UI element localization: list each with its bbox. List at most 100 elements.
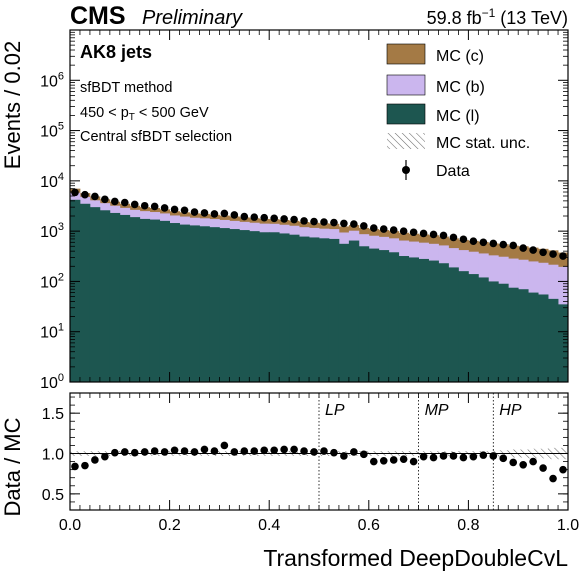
method-label: sfBDT method xyxy=(80,80,172,96)
ratio-panel-content: LP MP HP xyxy=(70,393,569,510)
legend-label: MC stat. unc. xyxy=(436,135,530,152)
data-point xyxy=(509,241,518,250)
legend-swatch-mc_l xyxy=(386,103,426,125)
xtick-label: 0.2 xyxy=(158,517,180,534)
data-point xyxy=(499,240,508,249)
mc-l-bin xyxy=(119,214,131,382)
mc-l-bin xyxy=(378,250,390,382)
data-point xyxy=(529,246,537,254)
mc-l-bin xyxy=(199,226,210,382)
xtick-label: 0.0 xyxy=(59,517,81,534)
ratio-point xyxy=(539,464,547,472)
legend-swatch-mc_b xyxy=(386,74,426,96)
ratio-point xyxy=(81,461,89,470)
ratio-point xyxy=(379,456,388,465)
data-point xyxy=(101,195,109,204)
mc-l-bin xyxy=(259,232,270,382)
lumi-label: 59.8 fb−1 (13 TeV) xyxy=(427,6,568,28)
data-point xyxy=(220,209,229,218)
xlabel: Transformed DeepDoubleCvL xyxy=(263,545,568,571)
ytick-label: 103 xyxy=(40,221,64,241)
ratio-point xyxy=(479,451,488,459)
data-point xyxy=(300,217,308,225)
ratio-point xyxy=(111,448,119,457)
data-point xyxy=(270,214,278,223)
ratio-ytick-label: 1.5 xyxy=(42,406,64,423)
data-point xyxy=(399,227,408,235)
data-point xyxy=(439,231,448,240)
ratio-point xyxy=(170,446,179,455)
data-point xyxy=(369,224,378,232)
ratio-point xyxy=(549,474,557,483)
mc-l-bin xyxy=(398,256,410,382)
ratio-point xyxy=(330,448,338,457)
mc-l-bin xyxy=(528,292,539,382)
ytick-label: 105 xyxy=(40,121,64,141)
mc-l-bin xyxy=(149,219,161,382)
data-point xyxy=(81,190,89,199)
ratio-point xyxy=(160,448,169,456)
data-point xyxy=(449,233,458,242)
ratio-point xyxy=(529,457,537,466)
data-point xyxy=(409,228,418,237)
ratio-point xyxy=(350,448,358,456)
jet-collection-label: AK8 jets xyxy=(80,42,152,62)
data-point xyxy=(379,225,388,233)
ratio-point xyxy=(140,448,149,456)
data-point xyxy=(330,218,338,227)
data-point xyxy=(91,192,99,201)
data-point xyxy=(310,217,318,226)
xtick-label: 0.8 xyxy=(457,517,479,534)
ratio-point xyxy=(389,456,398,464)
ratio-point xyxy=(489,452,498,460)
ratio-point xyxy=(369,457,378,466)
ratio-point xyxy=(290,445,298,454)
mc-l-bin xyxy=(159,220,170,382)
data-point xyxy=(160,204,169,212)
ratio-point xyxy=(91,456,99,464)
ratio-point xyxy=(210,447,219,455)
ratio-point xyxy=(459,453,468,462)
ratio-point xyxy=(429,453,438,462)
mc-l-bin xyxy=(338,243,350,382)
mc-l-bin xyxy=(368,248,380,382)
data-point xyxy=(210,210,219,218)
ratio-point xyxy=(220,441,229,450)
mc-l-bin xyxy=(89,207,101,382)
data-point xyxy=(260,213,269,222)
ratio-point xyxy=(240,447,249,455)
data-point xyxy=(469,237,478,246)
ratio-point xyxy=(101,452,109,461)
mc-l-bin xyxy=(508,287,519,382)
xtick-label: 1.0 xyxy=(557,517,579,534)
legend-label: MC (b) xyxy=(436,79,485,96)
ratio-point xyxy=(519,461,527,469)
ratio-point xyxy=(340,452,348,460)
selection-label: Central sfBDT selection xyxy=(80,129,232,145)
ratio-point xyxy=(419,452,428,461)
mc-l-bin xyxy=(299,236,310,382)
mc-l-bin xyxy=(179,224,190,382)
ratio-point xyxy=(150,447,159,455)
data-point xyxy=(250,213,259,221)
mc-l-bin xyxy=(279,233,290,382)
data-point xyxy=(111,197,119,206)
mc-l-bin xyxy=(209,227,220,382)
ratio-point xyxy=(360,450,368,459)
mc-l-bin xyxy=(428,260,439,382)
ratio-point xyxy=(230,448,239,456)
ratio-ylabel: Data / MC xyxy=(0,417,25,516)
mc-l-bin xyxy=(189,225,200,382)
data-point xyxy=(360,222,368,230)
data-point xyxy=(170,205,179,214)
ratio-point xyxy=(120,448,129,456)
ratio-point xyxy=(200,445,209,454)
data-point xyxy=(280,215,288,223)
legend-swatch-unc xyxy=(387,133,425,149)
mc-l-bin xyxy=(328,238,340,382)
region-label-mp: MP xyxy=(425,402,449,419)
data-point xyxy=(320,218,328,226)
legend-swatch-mc_c xyxy=(386,43,426,65)
mc-l-bin xyxy=(458,271,469,382)
data-point xyxy=(519,244,527,252)
